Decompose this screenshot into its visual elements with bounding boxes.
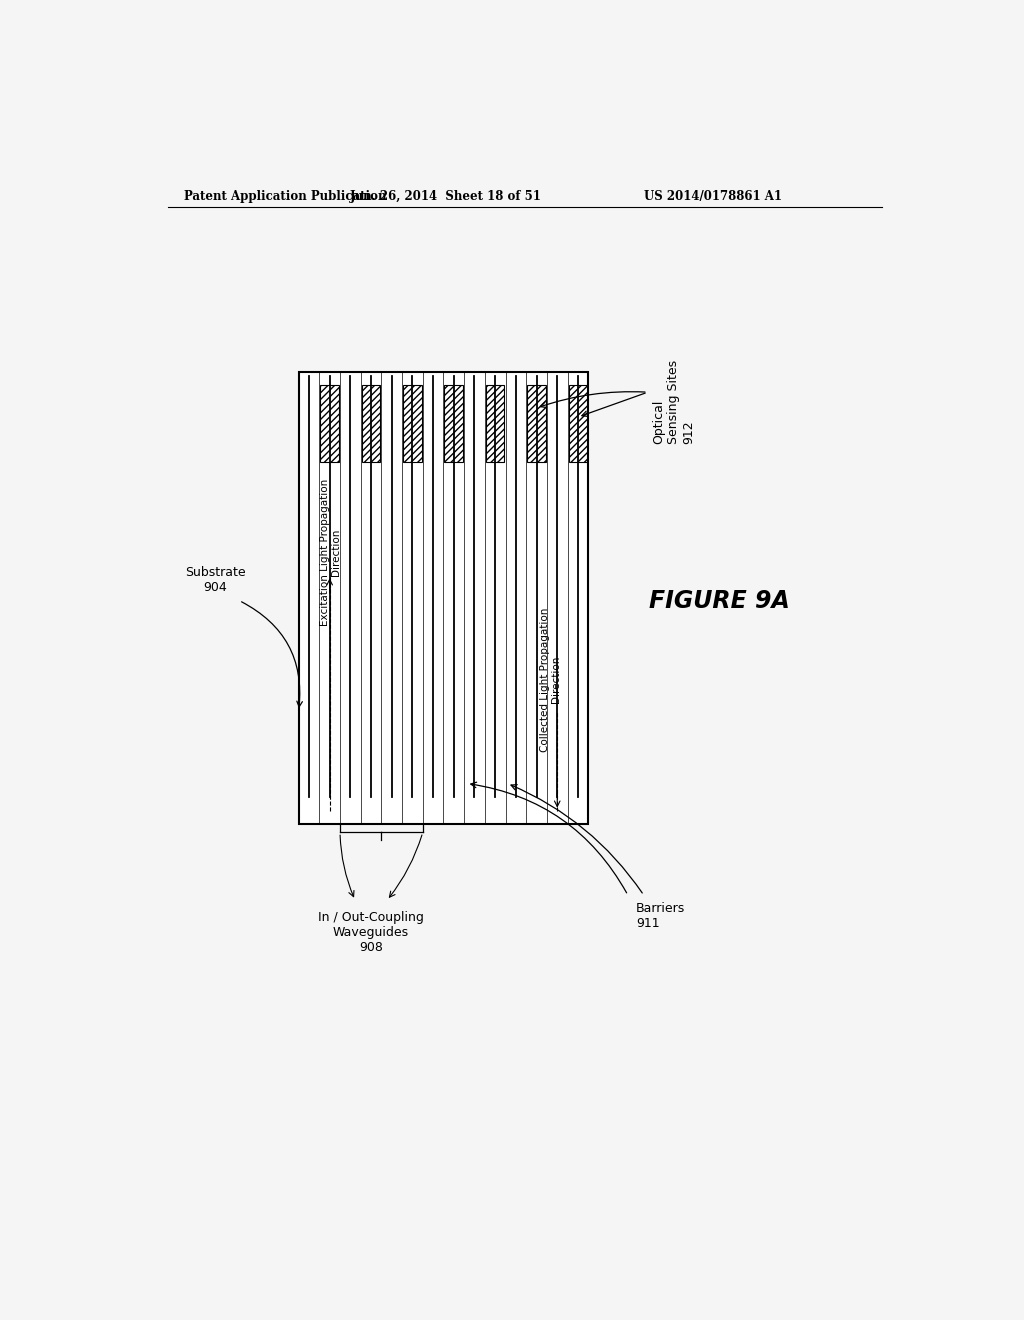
Text: FIGURE 9A: FIGURE 9A bbox=[649, 589, 790, 612]
Text: Optical
Sensing Sites
912: Optical Sensing Sites 912 bbox=[652, 360, 694, 445]
Text: Collected Light Propagation
Direction: Collected Light Propagation Direction bbox=[540, 607, 561, 751]
Bar bbox=[527, 385, 546, 462]
Bar bbox=[321, 385, 339, 462]
Text: Jun. 26, 2014  Sheet 18 of 51: Jun. 26, 2014 Sheet 18 of 51 bbox=[349, 190, 542, 202]
Text: Patent Application Publication: Patent Application Publication bbox=[183, 190, 386, 202]
Bar bbox=[361, 385, 380, 462]
Text: Substrate
904: Substrate 904 bbox=[185, 566, 246, 594]
Text: US 2014/0178861 A1: US 2014/0178861 A1 bbox=[644, 190, 782, 202]
Text: Barriers
911: Barriers 911 bbox=[636, 902, 685, 929]
Bar bbox=[444, 385, 463, 462]
Bar bbox=[403, 385, 422, 462]
Bar bbox=[299, 372, 588, 824]
Bar bbox=[485, 385, 505, 462]
Bar bbox=[568, 385, 587, 462]
Text: In / Out-Coupling
Waveguides
908: In / Out-Coupling Waveguides 908 bbox=[318, 911, 424, 953]
Text: Excitation Light Propagation
Direction: Excitation Light Propagation Direction bbox=[319, 479, 341, 627]
